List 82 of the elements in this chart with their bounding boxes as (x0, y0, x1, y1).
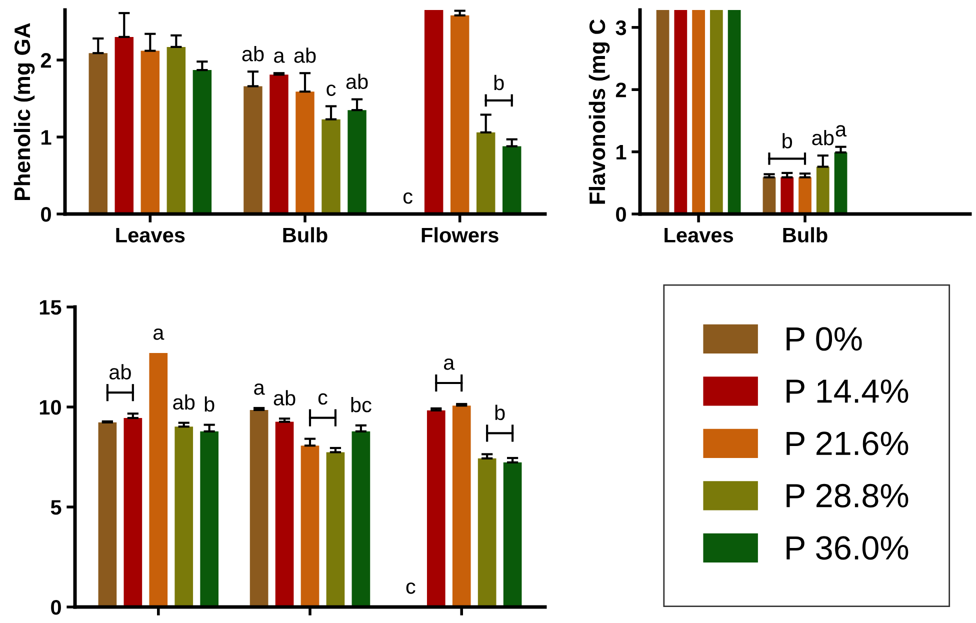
legend-label: P 28.8% (786, 484, 908, 508)
annotation: ab (294, 48, 316, 63)
bar (478, 458, 496, 607)
legend-label: P 14.4% (786, 380, 908, 403)
annotation: ab (242, 46, 264, 62)
bar (674, 10, 688, 214)
bar (114, 36, 134, 214)
bar (270, 74, 288, 214)
bar (476, 132, 496, 214)
bar (200, 431, 218, 607)
bar (352, 431, 370, 607)
bar (166, 46, 186, 214)
legend-label: P 36.0% (786, 536, 908, 560)
bar (192, 70, 212, 214)
annotation: a (153, 328, 164, 340)
bar (426, 410, 446, 607)
bar (244, 86, 262, 214)
annotation: b (495, 404, 505, 420)
legend-label: P 0% (786, 327, 862, 351)
y-axis-title: Phenolic (mg GA (14, 23, 35, 200)
bar (780, 177, 794, 214)
annotation: ab (274, 390, 296, 406)
annotation: ab (173, 394, 195, 410)
bar (322, 119, 340, 214)
bar (149, 353, 168, 607)
annotation: c (406, 582, 416, 594)
bar (816, 166, 830, 214)
bar (710, 10, 723, 214)
bar (834, 152, 848, 214)
y-tick-label: 2 (616, 82, 626, 98)
bar (656, 10, 670, 214)
x-tick-label: Flowers (422, 227, 498, 242)
annotation: ab (346, 74, 368, 90)
bar (728, 10, 741, 214)
bar (348, 110, 366, 214)
bar (326, 452, 345, 607)
bar (174, 426, 194, 607)
annotation: a (836, 125, 847, 137)
y-axis-title: Flavonoids (mg C (588, 19, 610, 204)
y-tick-label: 15 (40, 300, 62, 315)
bar (275, 422, 294, 607)
y-tick-label: 1 (42, 130, 52, 145)
bar (88, 53, 108, 214)
y-tick-label: 0 (51, 600, 61, 615)
x-tick-label: Leaves (116, 228, 185, 242)
annotation: c (326, 84, 336, 96)
bar (452, 406, 471, 607)
annotation: a (274, 51, 285, 63)
legend-label: P 21.6% (786, 432, 908, 456)
bar (798, 177, 812, 214)
annotation: b (782, 133, 792, 148)
bar (250, 410, 268, 607)
x-tick-label: Bulb (283, 227, 328, 242)
y-tick-label: 1 (616, 145, 626, 160)
x-tick-label: Bulb (783, 227, 828, 242)
bar (300, 446, 320, 607)
annotation: ab (812, 130, 834, 146)
bar (124, 418, 142, 607)
annotation: c (318, 393, 328, 405)
y-tick-label: 2 (40, 53, 51, 68)
x-tick-label: Leaves (664, 228, 734, 242)
bar (98, 422, 117, 607)
bar (692, 10, 705, 214)
annotation: ab (109, 364, 131, 380)
bar (296, 92, 314, 214)
y-tick-label: 5 (50, 500, 62, 515)
bar (424, 10, 444, 214)
annotation: a (254, 383, 265, 395)
annotation: bc (351, 396, 372, 412)
y-tick-label: 3 (616, 20, 626, 36)
y-tick-label: 0 (616, 207, 626, 222)
annotation: a (444, 358, 455, 370)
annotation: b (204, 396, 214, 412)
y-tick-label: 0 (41, 207, 51, 222)
annotation: b (494, 74, 504, 90)
bar (502, 146, 522, 214)
bar (503, 462, 522, 607)
annotation: c (403, 192, 412, 204)
y-tick-label: 10 (40, 400, 61, 415)
bar (762, 177, 776, 214)
bar (140, 50, 160, 214)
bar (450, 15, 470, 214)
